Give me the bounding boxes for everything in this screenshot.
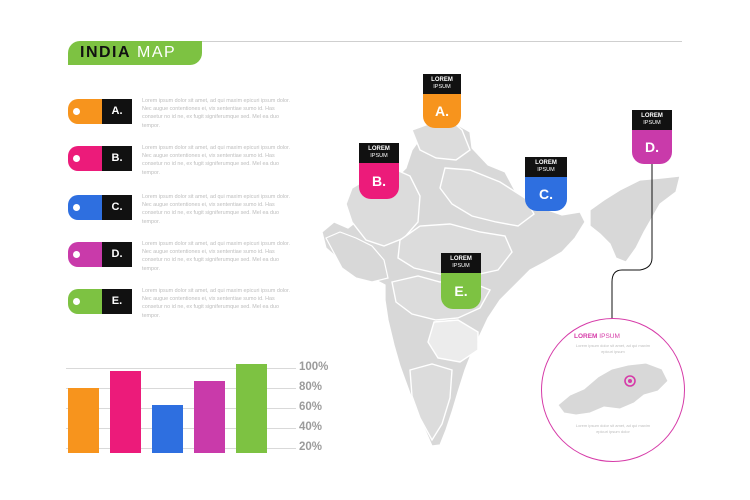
tick-label-20: 20% [299,441,323,453]
title-light: MAP [137,44,177,61]
marker-letter: E. [441,273,481,309]
south-region [409,363,453,442]
bar-1 [68,388,99,453]
legend-tag-d: D. [68,242,132,267]
inset-map [557,362,669,416]
inset-text-bottom: Lorem ipsum dolor sit amet, ad qui maxim… [575,423,651,434]
bar-2 [110,371,141,453]
grid-line-80 [66,388,296,389]
tick-label-80: 80% [299,381,323,393]
legend-text: Lorem ipsum dolor sit amet, ad qui maxim… [142,194,291,225]
legend-letter: E. [111,295,123,307]
up-region [439,167,535,227]
tick-label-40: 40% [299,421,323,433]
map-marker-b: LOREM IPSUM B. [359,143,399,199]
inset-connector-line [611,164,653,330]
bar-4 [194,381,225,453]
tick-label-60: 60% [299,401,323,413]
inset-region-shape [557,362,669,416]
map-marker-a: LOREM IPSUM A. [423,74,461,128]
tag-hole-icon [73,251,80,258]
tick-label-100: 100% [299,361,329,373]
tag-hole-icon [73,298,80,305]
bar-3 [152,405,183,453]
legend-text: Lorem ipsum dolor sit amet, ad qui maxim… [142,288,291,319]
legend-text: Lorem ipsum dolor sit amet, ad qui maxim… [142,145,291,176]
bar-chart: 100% 80% 60% 40% 20% [66,350,341,460]
bar-5 [236,364,267,453]
legend-letter: A. [111,105,123,117]
map-marker-e: LOREM IPSUM E. [441,253,481,309]
legend-letter: C. [111,201,123,213]
map-marker-c: LOREM IPSUM C. [525,157,567,211]
location-pin-icon [624,375,636,387]
marker-letter: D. [632,130,672,164]
region-e-highlight [427,319,479,363]
legend-tag-c: C. [68,195,132,220]
legend-text: Lorem ipsum dolor sit amet, ad qui maxim… [142,241,291,272]
gujarat-region [325,231,389,283]
tag-hole-icon [73,108,80,115]
central-region [397,223,513,277]
legend-letter: B. [111,152,123,164]
grid-line-100 [66,368,296,369]
marker-letter: B. [359,163,399,199]
marker-letter: C. [525,177,567,211]
inset-circle: LOREM IPSUM Lorem ipsum dolor sit amet, … [541,318,685,462]
page-title: INDIA MAP [80,44,176,62]
legend-tag-e: E. [68,289,132,314]
marker-letter: A. [423,94,461,128]
map-marker-d: LOREM IPSUM D. [632,110,672,164]
legend-text: Lorem ipsum dolor sit amet, ad qui maxim… [142,98,291,129]
northeast-region [589,175,681,263]
legend-tag-a: A. [68,99,132,124]
legend-letter: D. [111,248,123,260]
inset-title: LOREM IPSUM [574,333,620,340]
title-bold: INDIA [80,44,132,61]
tag-hole-icon [73,155,80,162]
tag-hole-icon [73,204,80,211]
legend-tag-b: B. [68,146,132,171]
inset-text-top: Lorem ipsum dolor sit amet, ad qui maxim… [575,343,651,354]
title-banner [68,41,202,65]
header-divider [202,41,682,42]
